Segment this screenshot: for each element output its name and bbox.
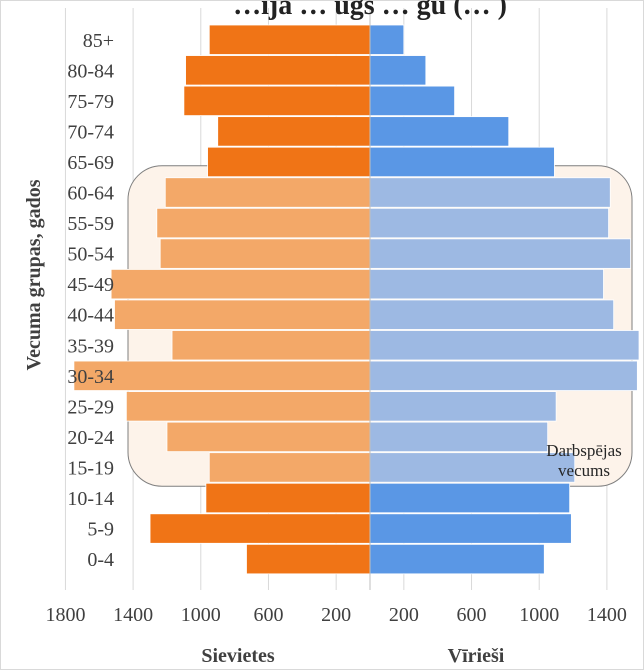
ytick-label-40-44: 40-44 [67, 305, 114, 327]
ytick-label-45-49: 45-49 [67, 274, 114, 296]
bar-male-45-49 [369, 268, 604, 300]
ytick-label-15-19: 15-19 [67, 457, 114, 479]
bar-female-80-84 [185, 55, 371, 86]
bar-female-25-29 [125, 391, 371, 422]
xtick-label: 1800 [45, 604, 85, 626]
bar-male-60-64 [369, 177, 611, 208]
bar-male-80-84 [369, 55, 427, 86]
x-axis-tick-labels: 180014001000600200200600100014001800 [45, 604, 627, 626]
xtick-label: 600 [457, 604, 487, 626]
highlight-label-line-2: vecums [558, 461, 610, 480]
xtick-label: 1400 [587, 604, 627, 626]
ytick-label-20-24: 20-24 [67, 427, 114, 449]
bar-male-40-44 [369, 299, 615, 330]
bar-male-30-34 [369, 360, 638, 391]
ytick-label-85+: 85+ [83, 30, 114, 52]
ytick-label-25-29: 25-29 [67, 396, 114, 418]
ytick-label-65-69: 65-69 [67, 152, 114, 174]
xtick-label: 600 [253, 604, 283, 626]
ytick-label-75-79: 75-79 [67, 91, 114, 113]
bar-female-15-19 [208, 452, 371, 483]
ytick-label-55-59: 55-59 [67, 213, 114, 235]
bar-female-60-64 [164, 177, 371, 208]
bar-female-35-39 [171, 330, 371, 361]
ytick-label-30-34: 30-34 [67, 366, 114, 388]
y-axis-label: Vecuma grupas, gados [23, 179, 45, 370]
bar-female-20-24 [166, 421, 371, 453]
bar-female-5-9 [149, 513, 371, 544]
bar-male-25-29 [369, 391, 557, 422]
highlight-label-line-1: Darbspējas [546, 441, 622, 460]
bar-male-50-54 [369, 238, 631, 269]
bar-male-20-24 [369, 421, 549, 453]
bar-female-45-49 [110, 268, 371, 300]
legend-female: Sievietes [201, 645, 275, 667]
bar-female-30-34 [73, 360, 371, 391]
bar-female-55-59 [156, 207, 371, 239]
ytick-label-70-74: 70-74 [67, 121, 114, 143]
bar-female-40-44 [114, 299, 371, 330]
ytick-label-35-39: 35-39 [67, 335, 114, 357]
bar-female-0-4 [246, 543, 371, 575]
age-group-labels: 0-4 5-9 10-14 15-19 20-24 25-29 30-34 35-39 40-4… [67, 30, 114, 571]
xtick-label: 200 [389, 604, 419, 626]
legend-male: Vīrieši [448, 645, 505, 667]
xtick-label: 1000 [181, 604, 221, 626]
bar-male-5-9 [369, 513, 572, 544]
bar-female-10-14 [205, 482, 371, 514]
bar-female-85+ [208, 24, 371, 55]
bars [73, 24, 640, 575]
bar-male-0-4 [369, 543, 545, 575]
ytick-label-50-54: 50-54 [67, 244, 114, 266]
bar-male-35-39 [369, 330, 640, 361]
ytick-label-0-4: 0-4 [87, 549, 114, 571]
ytick-label-80-84: 80-84 [67, 60, 114, 82]
bar-female-75-79 [183, 85, 371, 116]
ytick-label-5-9: 5-9 [87, 519, 114, 541]
bar-male-65-69 [369, 146, 555, 178]
xtick-label: 1000 [519, 604, 559, 626]
bar-male-85+ [369, 24, 405, 55]
bar-female-65-69 [207, 146, 371, 178]
xtick-label: 1400 [113, 604, 153, 626]
xtick-label: 200 [321, 604, 351, 626]
bar-male-55-59 [369, 207, 609, 239]
bar-male-70-74 [369, 116, 510, 147]
bar-male-15-19 [369, 452, 576, 483]
bar-male-10-14 [369, 482, 571, 514]
bar-male-75-79 [369, 85, 455, 116]
ytick-label-60-64: 60-64 [67, 183, 114, 205]
chart-title: …ija … ugs … gu (… ) [233, 0, 507, 21]
bar-female-70-74 [217, 116, 371, 147]
bar-female-50-54 [159, 238, 371, 269]
ytick-label-10-14: 10-14 [67, 488, 114, 510]
